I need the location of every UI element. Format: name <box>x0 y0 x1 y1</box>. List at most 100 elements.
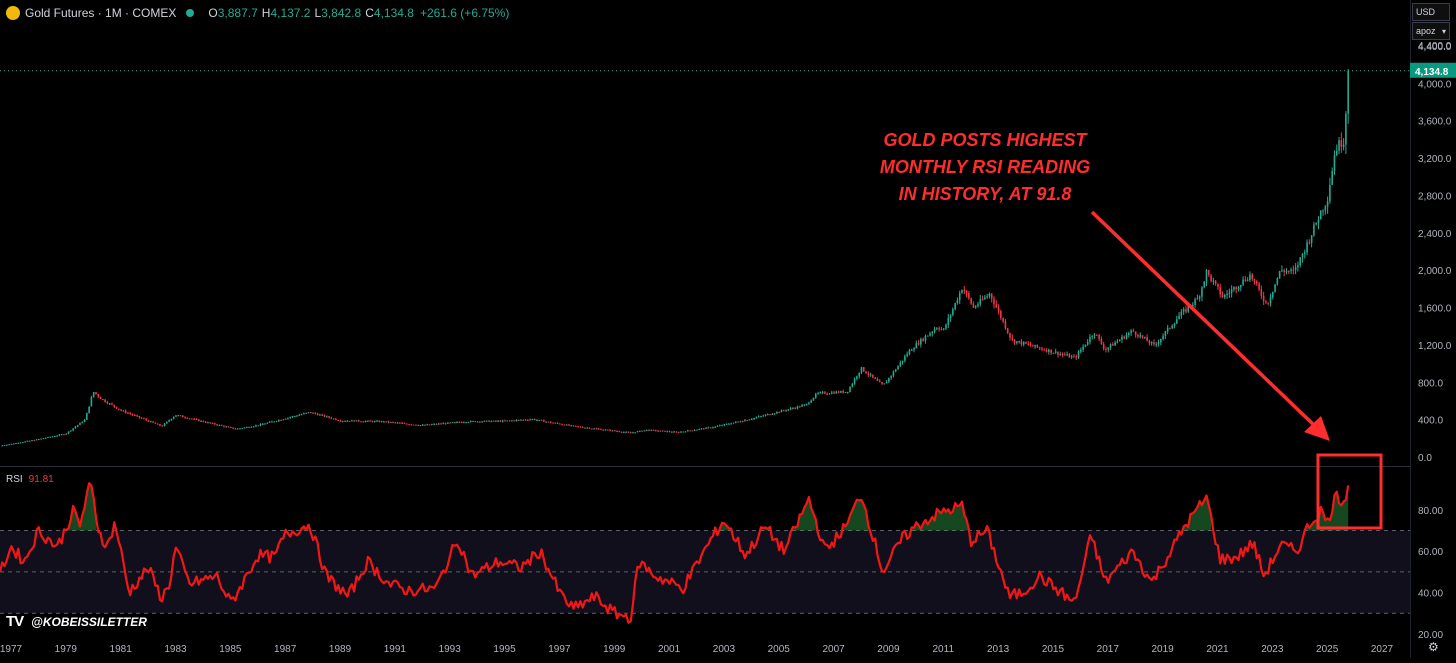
candle-body <box>1313 224 1315 236</box>
candle-body <box>561 424 563 426</box>
candle-body <box>846 391 849 393</box>
candle-body <box>161 425 164 427</box>
candle-body <box>1340 140 1343 147</box>
candle-body <box>746 420 749 422</box>
candle-body <box>1306 242 1308 253</box>
candle-body <box>1130 330 1132 333</box>
candle-body <box>926 335 929 337</box>
candle-body <box>51 436 54 438</box>
candle-body <box>511 420 513 422</box>
candle-body <box>140 417 143 419</box>
candle-body <box>1333 155 1336 171</box>
candle-body <box>892 371 895 376</box>
gold-coin-icon <box>6 6 20 20</box>
rsi-label[interactable]: RSI <box>6 474 23 485</box>
candle-body <box>1219 287 1222 295</box>
candle-body <box>376 420 378 422</box>
candle-body <box>673 431 675 433</box>
candle-body <box>209 422 212 424</box>
candle-body <box>990 293 993 299</box>
candle-body <box>353 420 355 422</box>
candle-body <box>1255 281 1258 284</box>
candle-body <box>666 431 669 433</box>
candle-body <box>796 406 799 409</box>
candle-body <box>577 426 579 428</box>
candle-body <box>636 431 639 433</box>
candle-body <box>1059 353 1062 355</box>
candle-body <box>824 392 826 394</box>
candle-body <box>602 429 605 431</box>
candle-body <box>1347 70 1349 114</box>
candle-body <box>76 425 79 427</box>
settings-gear-icon[interactable]: ⚙ <box>1428 640 1439 654</box>
candle-body <box>33 440 36 442</box>
candle-body <box>910 349 913 351</box>
candle-body <box>677 431 680 433</box>
candle-body <box>1086 341 1089 345</box>
candle-body <box>24 441 26 443</box>
candle-body <box>467 421 470 423</box>
candle-body <box>47 436 49 438</box>
candle-body <box>373 421 376 423</box>
candle-body <box>1308 242 1311 244</box>
candle-body <box>495 420 497 422</box>
currency-button[interactable]: USD <box>1412 3 1450 21</box>
candle-body <box>1171 325 1174 329</box>
candle-body <box>303 413 305 415</box>
candle-body <box>1322 210 1324 212</box>
candle-body <box>490 421 493 423</box>
candle-body <box>1203 281 1206 288</box>
candle-body <box>830 392 833 394</box>
candle-body <box>702 428 705 430</box>
candle-body <box>700 428 703 430</box>
time-tick-label: 1981 <box>110 644 133 655</box>
candle-body <box>166 421 168 424</box>
candle-body <box>641 430 643 432</box>
candle-body <box>319 414 321 416</box>
candle-body <box>888 377 890 382</box>
candle-body <box>680 431 682 433</box>
candle-body <box>872 374 874 378</box>
candle-body <box>188 418 191 420</box>
candle-body <box>348 420 351 422</box>
candle-body <box>325 416 328 418</box>
candle-body <box>412 424 415 426</box>
candle-body <box>897 366 899 370</box>
last-price-tag <box>1410 62 1456 78</box>
candle-body <box>357 420 360 422</box>
candle-body <box>1294 267 1297 271</box>
candle-body <box>714 426 717 428</box>
candle-body <box>579 426 582 428</box>
candle-body <box>529 419 531 421</box>
time-tick-label: 1983 <box>164 644 187 655</box>
candle-body <box>844 391 847 393</box>
candle-body <box>929 333 931 336</box>
candle-body <box>1160 338 1162 343</box>
candle-body <box>1194 299 1196 305</box>
unit-button[interactable]: apoz ▾ <box>1412 22 1450 40</box>
candle-body <box>723 424 726 426</box>
candle-body <box>664 430 666 432</box>
symbol-title[interactable]: Gold Futures · 1M · COMEX <box>25 6 177 20</box>
candle-body <box>476 421 479 423</box>
candle-body <box>1013 339 1016 343</box>
candle-body <box>437 423 440 425</box>
candle-body <box>1 445 4 447</box>
candle-body <box>812 397 815 401</box>
tradingview-logo-icon: TV <box>6 613 24 630</box>
candle-body <box>1144 337 1146 339</box>
candle-body <box>92 392 95 398</box>
candle-body <box>552 422 554 424</box>
candle-body <box>465 422 467 424</box>
candle-body <box>639 430 641 432</box>
candle-body <box>860 367 863 373</box>
candle-body <box>691 430 694 432</box>
candle-body <box>225 426 228 428</box>
candle-body <box>1205 270 1208 282</box>
candle-body <box>931 331 934 334</box>
candle-body <box>1164 331 1167 336</box>
annotation-text: MONTHLY RSI READING <box>880 157 1090 177</box>
candle-body <box>1036 344 1039 348</box>
